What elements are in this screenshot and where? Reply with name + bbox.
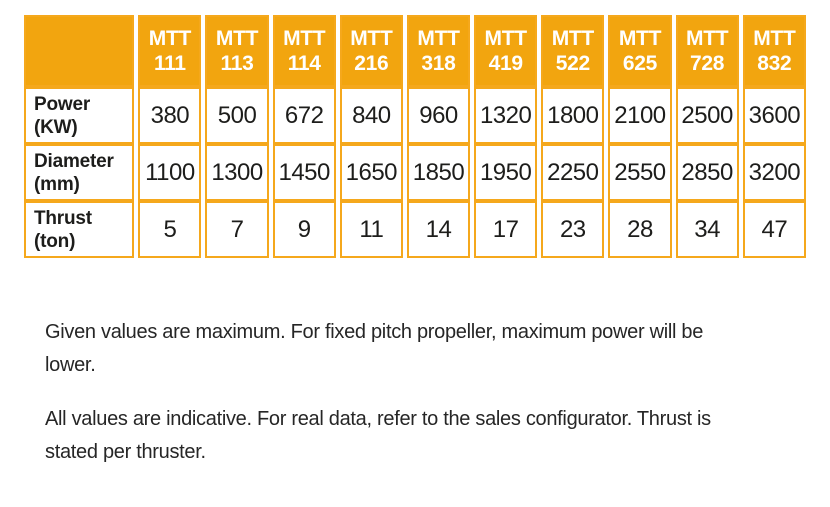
- row-name: Power: [34, 93, 91, 115]
- table-row-thrust: Thrust (ton) 5 7 9 11 14 17 23 28 34 47: [24, 201, 806, 258]
- table-cell: 672: [272, 87, 336, 144]
- table-cell: 2850: [675, 144, 739, 201]
- column-series: MTT: [484, 27, 528, 50]
- table-cell: 1320: [474, 87, 538, 144]
- column-model: 111: [153, 52, 186, 75]
- table-cell: 1650: [339, 144, 403, 201]
- table-cell: 9: [272, 201, 336, 258]
- table-cell: 2100: [608, 87, 672, 144]
- column-model: 318: [421, 52, 456, 75]
- column-model: 728: [690, 52, 725, 75]
- table-cell: 1300: [205, 144, 269, 201]
- column-header-mtt-216: MTT 216: [339, 15, 403, 87]
- table-cell: 11: [339, 201, 403, 258]
- thruster-spec-table: MTT 111 MTT 113 MTT 114 MTT 216 MTT 318 …: [20, 15, 810, 258]
- column-header-mtt-419: MTT 419: [474, 15, 538, 87]
- column-model: 522: [555, 52, 590, 75]
- note-maximum-values: Given values are maximum. For fixed pitc…: [45, 321, 704, 376]
- row-label-power: Power (KW): [24, 87, 135, 144]
- column-header-mtt-522: MTT 522: [541, 15, 605, 87]
- table-cell: 2500: [675, 87, 739, 144]
- column-series: MTT: [551, 27, 595, 50]
- column-model: 419: [488, 52, 523, 75]
- column-header-mtt-114: MTT 114: [272, 15, 336, 87]
- table-cell: 1450: [272, 144, 336, 201]
- column-header-mtt-318: MTT 318: [406, 15, 471, 87]
- table-cell: 34: [675, 201, 739, 258]
- column-series: MTT: [283, 27, 326, 50]
- row-label-thrust: Thrust (ton): [24, 201, 135, 258]
- column-model: 832: [757, 52, 792, 75]
- header-row: MTT 111 MTT 113 MTT 114 MTT 216 MTT 318 …: [24, 15, 806, 87]
- table-cell: 23: [541, 201, 605, 258]
- column-header-mtt-625: MTT 625: [608, 15, 672, 87]
- column-header-mtt-728: MTT 728: [675, 15, 739, 87]
- table-cell: 2550: [608, 144, 672, 201]
- row-unit: (mm): [34, 173, 80, 195]
- table-cell: 1950: [474, 144, 538, 201]
- table-cell: 28: [608, 201, 672, 258]
- table-cell: 17: [474, 201, 538, 258]
- table-cell: 2250: [541, 144, 605, 201]
- table-cell: 47: [742, 201, 806, 258]
- column-header-mtt-111: MTT 111: [138, 15, 202, 87]
- table-cell: 1850: [406, 144, 471, 201]
- table-cell: 380: [138, 87, 202, 144]
- row-unit: (ton): [34, 230, 76, 252]
- table-cell: 1100: [138, 144, 202, 201]
- corner-cell: [24, 15, 135, 87]
- column-model: 113: [220, 52, 254, 75]
- table-cell: 500: [205, 87, 269, 144]
- table-row-power: Power (KW) 380 500 672 840 960 1320 1800…: [24, 87, 806, 144]
- table-cell: 7: [205, 201, 269, 258]
- row-name: Diameter: [34, 150, 114, 172]
- table-cell: 14: [406, 201, 471, 258]
- row-unit: (KW): [34, 116, 78, 138]
- column-model: 216: [354, 52, 389, 75]
- column-series: MTT: [350, 27, 393, 50]
- column-series: MTT: [753, 27, 796, 50]
- column-header-mtt-113: MTT 113: [205, 15, 269, 87]
- table-cell: 840: [339, 87, 403, 144]
- table-cell: 3600: [742, 87, 806, 144]
- table-cell: 3200: [742, 144, 806, 201]
- note-indicative-values: All values are indicative. For real data…: [45, 408, 711, 463]
- table-cell: 960: [406, 87, 471, 144]
- table-row-diameter: Diameter (mm) 1100 1300 1450 1650 1850 1…: [24, 144, 806, 201]
- column-series: MTT: [148, 27, 192, 50]
- row-name: Thrust: [34, 207, 92, 229]
- row-label-diameter: Diameter (mm): [24, 144, 135, 201]
- column-model: 114: [287, 52, 321, 75]
- table-cell: 5: [138, 201, 202, 258]
- column-series: MTT: [686, 27, 729, 50]
- column-header-mtt-832: MTT 832: [742, 15, 806, 87]
- column-series: MTT: [417, 27, 460, 50]
- column-series: MTT: [215, 27, 259, 50]
- column-series: MTT: [618, 27, 662, 50]
- table-cell: 1800: [541, 87, 605, 144]
- column-model: 625: [622, 52, 658, 75]
